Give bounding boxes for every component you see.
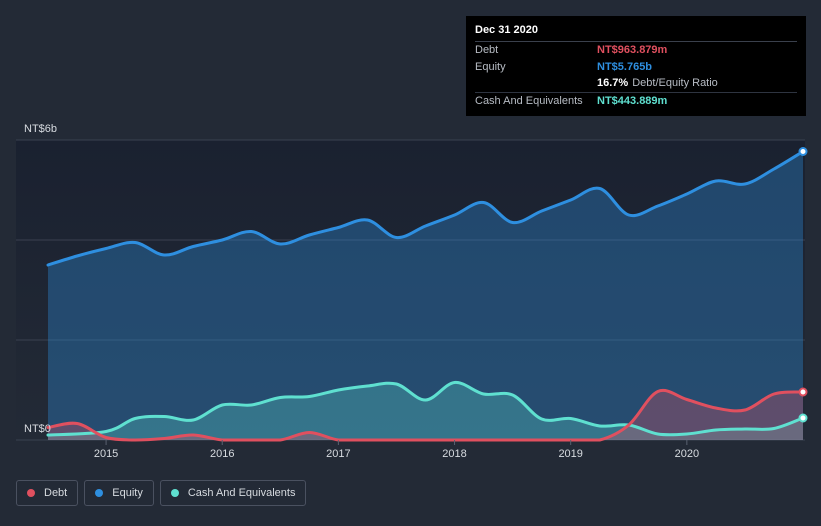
x-tick-label-2018: 2018 xyxy=(442,448,466,460)
tooltip-debt-label: Debt xyxy=(475,44,499,56)
legend-item-cash[interactable]: Cash And Equivalents xyxy=(159,480,307,506)
tooltip-row-ratio: 16.7% Debt/Equity Ratio xyxy=(475,75,797,92)
x-tick-label-2019: 2019 xyxy=(558,448,582,460)
cash-line xyxy=(46,380,805,437)
tooltip-ratio-label: Debt/Equity Ratio xyxy=(632,77,718,89)
legend-item-equity[interactable]: Equity xyxy=(84,480,154,506)
legend-label-debt: Debt xyxy=(44,487,68,499)
cash-dot-icon xyxy=(170,489,179,497)
legend: Debt Equity Cash And Equivalents xyxy=(16,480,307,506)
debt-line xyxy=(46,389,805,442)
tooltip-row-equity: Equity NT$5.765b xyxy=(475,59,797,76)
tooltip: Dec 31 2020 Debt NT$963.879m Equity NT$5… xyxy=(466,16,806,116)
tooltip-debt-value: NT$963.879m xyxy=(597,44,668,56)
y-axis-top-label: NT$6b xyxy=(24,123,57,135)
tooltip-row-debt: Debt NT$963.879m xyxy=(475,41,797,59)
tooltip-equity-label: Equity xyxy=(475,60,506,73)
x-tick-label-2015: 2015 xyxy=(94,448,118,460)
x-tick-label-2017: 2017 xyxy=(326,448,350,460)
legend-item-debt[interactable]: Debt xyxy=(16,480,79,506)
tooltip-row-cash: Cash And Equivalents NT$443.889m xyxy=(475,91,797,110)
tooltip-ratio-value: 16.7% xyxy=(597,77,629,89)
tooltip-ratio-spacer xyxy=(475,75,597,92)
x-tick-label-2016: 2016 xyxy=(210,448,234,460)
tooltip-cash-value: NT$443.889m xyxy=(597,94,668,107)
plot-background xyxy=(16,140,805,440)
debt-endpoint xyxy=(798,387,808,397)
tooltip-cash-label: Cash And Equivalents xyxy=(475,94,583,107)
debt-area xyxy=(48,390,803,440)
equity-line xyxy=(46,150,805,267)
y-axis-bottom-label: NT$0 xyxy=(24,423,51,435)
x-tick-label-2020: 2020 xyxy=(675,448,699,460)
legend-label-cash: Cash And Equivalents xyxy=(187,487,296,499)
equity-dot-icon xyxy=(95,489,104,497)
equity-area xyxy=(48,151,803,440)
tooltip-equity-value: NT$5.765b xyxy=(597,60,653,73)
legend-label-equity: Equity xyxy=(112,487,143,499)
equity-endpoint xyxy=(798,147,808,156)
tooltip-date: Dec 31 2020 xyxy=(475,24,538,36)
debt-dot-icon xyxy=(27,489,35,497)
cash-endpoint xyxy=(798,413,808,423)
